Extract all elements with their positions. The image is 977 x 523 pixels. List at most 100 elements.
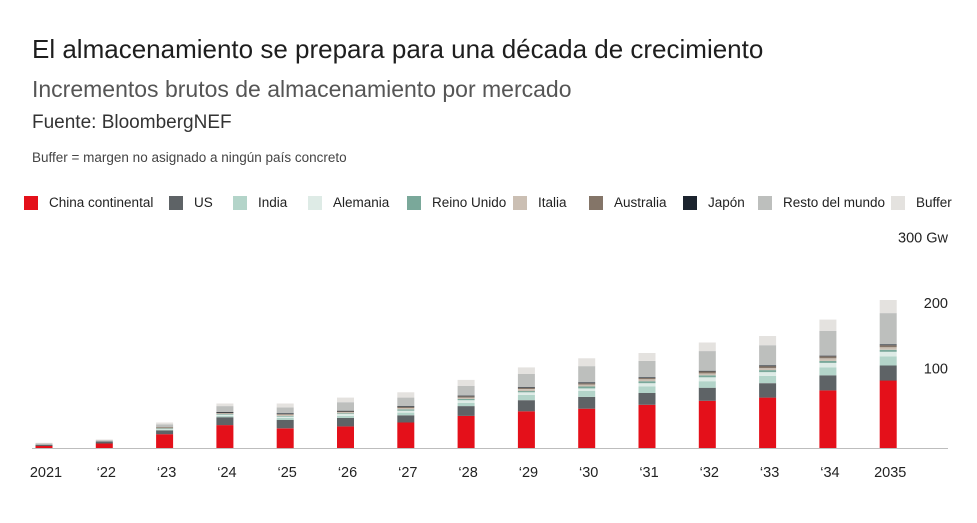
bar-segment [638, 377, 656, 378]
y-tick-label: 100 [924, 362, 948, 378]
x-tick-label: ‘32 [700, 465, 719, 481]
bar-segment [276, 407, 294, 414]
bar-segment [517, 387, 535, 388]
bar-segment [397, 409, 415, 411]
bar-segment [397, 422, 415, 448]
bar-segment [879, 351, 897, 357]
bar-segment [156, 434, 174, 448]
legend-item: Resto del mundo [758, 195, 885, 210]
bar-segment [276, 413, 294, 415]
bar-segment [35, 443, 53, 445]
bar-segment [879, 349, 897, 352]
bar-segment [759, 366, 777, 369]
bar-stack [457, 379, 475, 448]
bar-segment [337, 397, 354, 403]
bar-segment [337, 413, 354, 416]
bar-segment [698, 377, 716, 382]
bar-segment [397, 406, 415, 407]
bar-segment [95, 440, 113, 442]
bar-segment [879, 380, 897, 448]
bar-segment [156, 424, 174, 427]
x-tick-label: ‘34 [820, 465, 839, 481]
legend-item: China continental [24, 195, 153, 210]
legend-label: Resto del mundo [783, 195, 886, 210]
legend-swatch [683, 195, 697, 210]
y-tick-label: 300 Gw [898, 231, 948, 247]
bar-segment [397, 410, 415, 413]
bar-segment [216, 417, 234, 426]
legend-item: Reino Unido [407, 195, 506, 210]
bar-segment [156, 429, 174, 431]
bar-segment [216, 415, 234, 418]
legend-swatch [233, 195, 247, 210]
bar-segment [276, 428, 294, 449]
bar-segment [638, 360, 656, 378]
bar-segment [35, 442, 53, 444]
legend-label: Japón [708, 195, 745, 210]
bar-segment [819, 356, 837, 359]
bar-stack [337, 397, 354, 448]
bar-segment [517, 367, 535, 374]
bar-segment [337, 402, 354, 411]
bar-segment [517, 394, 535, 401]
legend-item: India [233, 195, 287, 210]
legend-item: Buffer [891, 195, 952, 210]
bar-segment [457, 379, 475, 386]
bar-segment [638, 383, 656, 387]
x-tick-label: ‘27 [398, 465, 417, 481]
bar-segment [879, 313, 897, 345]
chart-note: Buffer = margen no asignado a ningún paí… [32, 150, 347, 165]
bar-segment [698, 381, 716, 388]
legend-swatch [169, 195, 183, 210]
legend-label: Reino Unido [432, 195, 507, 210]
bar-segment [759, 345, 777, 366]
bar-segment [698, 370, 716, 372]
legend-swatch [24, 195, 38, 210]
bar-segment [759, 336, 777, 346]
bar-segment [517, 392, 535, 395]
bar-segment [216, 406, 234, 412]
bar-segment [216, 425, 234, 448]
bar-segment [698, 400, 716, 448]
bar-segment [216, 403, 234, 407]
x-tick-label: ‘30 [579, 465, 598, 481]
bar-stack [638, 353, 656, 448]
bar-segment [759, 397, 777, 448]
bar-segment [276, 403, 294, 408]
bar-segment [698, 371, 716, 374]
bar-segment [879, 345, 897, 348]
bar-segment [759, 383, 777, 398]
bar-segment [337, 415, 354, 418]
bar-stack [397, 392, 415, 448]
bar-stack [759, 336, 777, 448]
bar-segment [638, 353, 656, 361]
bar-segment [156, 427, 174, 429]
bar-segment [819, 375, 837, 391]
x-tick-label: ‘28 [458, 465, 477, 481]
bar-segment [819, 330, 837, 356]
bar-segment [698, 351, 716, 371]
bar-segment [216, 414, 234, 416]
legend-label: Italia [538, 195, 567, 210]
bar-segment [397, 408, 415, 410]
bar-segment [156, 428, 174, 430]
bar-segment [819, 358, 837, 361]
legend-item: US [169, 195, 213, 210]
legend-item: Italia [513, 195, 567, 210]
bar-segment [638, 393, 656, 405]
bar-segment [819, 319, 837, 331]
bar-segment [759, 365, 777, 367]
bar-segment [156, 430, 174, 435]
legend-label: Buffer [916, 195, 952, 210]
bar-segment [578, 391, 596, 397]
legend-swatch [758, 195, 772, 210]
x-tick-label: ‘25 [278, 465, 297, 481]
legend-swatch [891, 195, 905, 210]
bar-segment [397, 392, 415, 398]
bar-segment [337, 412, 354, 414]
bar-segment [517, 389, 535, 392]
bar-segment [276, 419, 294, 429]
bar-segment [397, 397, 415, 407]
chart-title: El almacenamiento se prepara para una dé… [32, 34, 764, 64]
bar-segment [819, 390, 837, 448]
